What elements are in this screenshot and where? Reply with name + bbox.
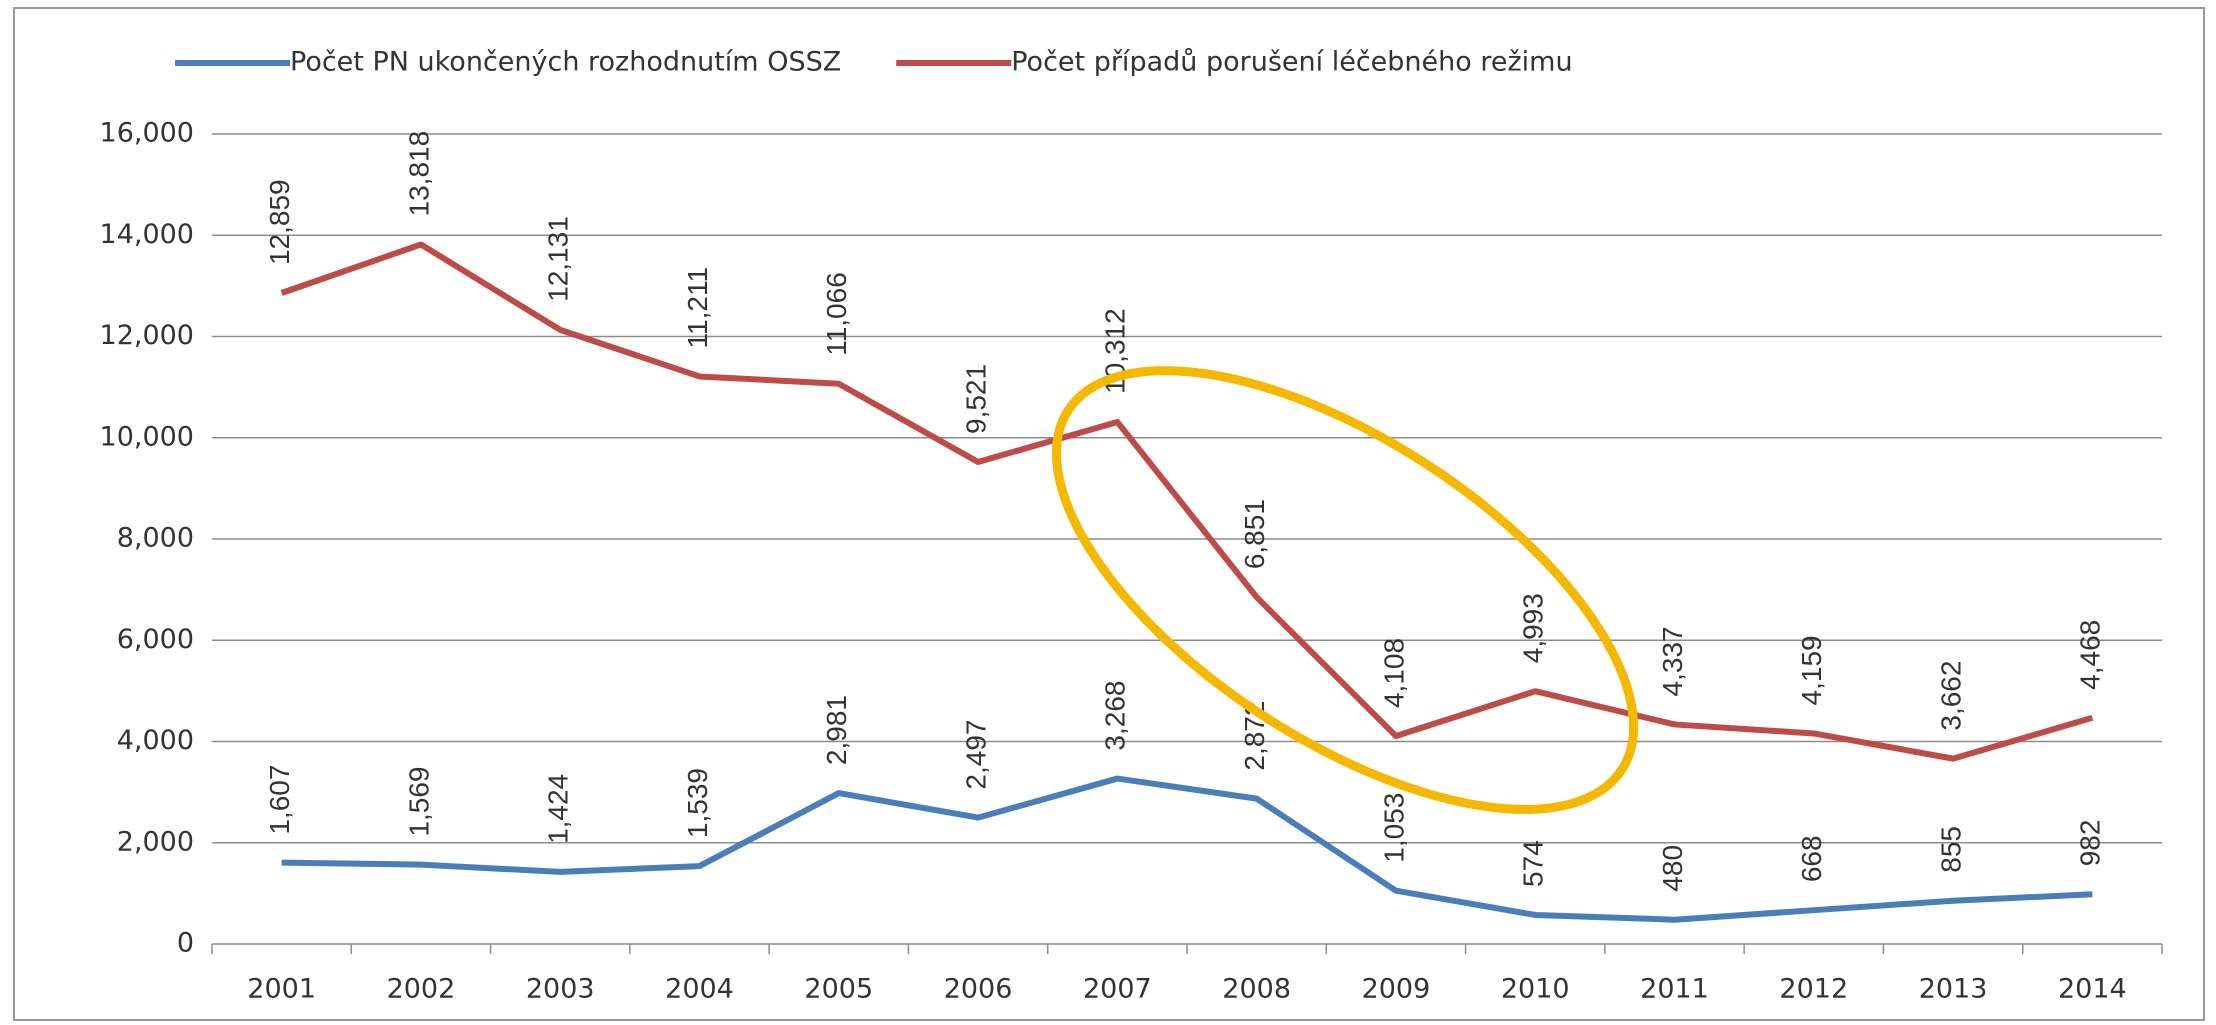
legend-label: Počet případů porušení léčebného režimu [1011, 47, 1572, 78]
y-tick-label: 16,000 [100, 118, 194, 149]
data-label: 574 [1518, 840, 1549, 887]
x-tick-label: 2001 [247, 974, 316, 1005]
data-label: 6,851 [1239, 499, 1270, 569]
series-line [281, 775, 2093, 923]
y-tick-label: 12,000 [100, 320, 194, 351]
data-label: 1,569 [403, 766, 434, 836]
data-label: 12,131 [543, 216, 574, 302]
x-tick-label: 2009 [1362, 974, 1431, 1005]
y-tick-label: 14,000 [100, 219, 194, 250]
y-tick-label: 4,000 [117, 725, 194, 756]
x-tick-label: 2014 [2058, 974, 2127, 1005]
data-label: 11,211 [682, 267, 713, 348]
data-label: 12,859 [264, 179, 295, 265]
y-tick-label: 8,000 [117, 523, 194, 554]
data-label: 13,818 [403, 131, 434, 217]
data-label: 982 [2075, 820, 2106, 867]
data-label: 1,539 [682, 768, 713, 838]
x-tick-label: 2007 [1083, 974, 1152, 1005]
data-label: 3,662 [1935, 661, 1966, 731]
data-label: 1,424 [543, 774, 574, 844]
data-label: 4,159 [1796, 635, 1827, 705]
data-label: 2,981 [821, 695, 852, 765]
x-tick-label: 2012 [1779, 974, 1848, 1005]
data-label: 855 [1935, 826, 1966, 873]
data-label: 4,108 [1378, 638, 1409, 708]
data-label: 4,993 [1518, 593, 1549, 663]
data-label: 9,521 [960, 364, 991, 434]
x-tick-label: 2004 [665, 974, 734, 1005]
data-label: 4,337 [1657, 626, 1688, 696]
x-tick-label: 2013 [1919, 974, 1988, 1005]
x-tick-label: 2002 [387, 974, 456, 1005]
data-label: 11,066 [821, 272, 852, 356]
y-tick-label: 2,000 [117, 826, 194, 857]
x-tick-label: 2010 [1501, 974, 1570, 1005]
x-tick-label: 2008 [1222, 974, 1291, 1005]
legend-label: Počet PN ukončených rozhodnutím OSSZ [290, 47, 841, 78]
data-label: 668 [1796, 835, 1827, 882]
x-tick-label: 2006 [944, 974, 1013, 1005]
y-tick-label: 10,000 [100, 421, 194, 452]
data-label: 4,468 [2075, 620, 2106, 690]
y-tick-label: 0 [177, 928, 194, 959]
data-label: 480 [1657, 845, 1688, 892]
series-line [280, 241, 2094, 762]
data-label: 2,497 [960, 720, 991, 790]
x-tick-label: 2003 [526, 974, 595, 1005]
data-label: 3,268 [1100, 680, 1131, 750]
chart-border [13, 7, 2205, 1021]
highlight-ellipse [1051, 366, 1639, 814]
x-tick-label: 2011 [1640, 974, 1709, 1005]
data-label: 1,607 [264, 765, 295, 835]
y-tick-label: 6,000 [117, 624, 194, 655]
data-label: 1,053 [1378, 793, 1409, 863]
x-tick-label: 2005 [804, 974, 873, 1005]
